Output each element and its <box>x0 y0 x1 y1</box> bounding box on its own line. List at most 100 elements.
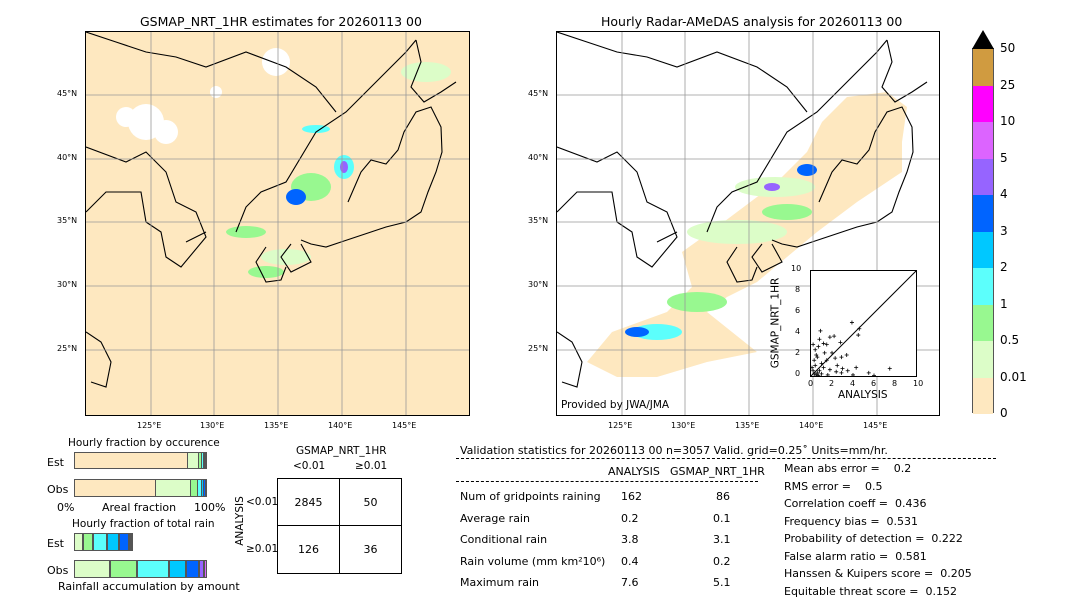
lon-label: 145°E <box>863 421 888 430</box>
stats-gsmap-value: 86 <box>716 490 730 503</box>
bar-segment <box>191 480 199 496</box>
stats-row-label: Num of gridpoints raining <box>460 490 601 503</box>
colorbar-segment <box>973 195 993 232</box>
scatter-point <box>827 335 832 340</box>
scatter-ytick: 4 <box>795 327 801 336</box>
contingency-row-0: <0.01 <box>246 496 279 508</box>
bar-segment <box>185 560 199 578</box>
rain-area <box>261 249 311 265</box>
stats-score: Equitable threat score = 0.152 <box>784 584 957 598</box>
lat-label: 40°N <box>57 153 78 162</box>
stats-analysis-value: 7.6 <box>621 576 639 589</box>
scatter-xtick: 2 <box>829 379 835 388</box>
stats-row-label: Conditional rain <box>460 533 548 546</box>
occurrence-est-bar <box>74 452 207 469</box>
bar-segment <box>198 560 204 578</box>
scatter-point <box>813 347 818 352</box>
lon-label: 125°E <box>608 421 633 430</box>
lat-label: 35°N <box>528 216 549 225</box>
scatter-point <box>811 365 815 370</box>
scatter-point <box>814 372 819 376</box>
scatter-point <box>834 369 839 374</box>
contingency-row-1: ≥0.01 <box>246 543 279 555</box>
scatter-point <box>812 358 817 363</box>
stats-gsmap-value: 5.1 <box>713 576 731 589</box>
scatter-point <box>816 373 821 376</box>
stats-analysis-value: 162 <box>621 490 642 503</box>
rain-area <box>632 324 682 340</box>
bar-segment <box>93 533 107 551</box>
scatter-xtick: 10 <box>913 379 924 388</box>
rain-area <box>667 292 727 312</box>
colorbar-extend-arrow <box>972 30 994 49</box>
scatter-point <box>819 371 824 376</box>
colorbar-label: 4 <box>1000 187 1008 201</box>
occ-xlabel: Areal fraction <box>102 501 177 514</box>
occ-est-label: Est <box>47 456 64 469</box>
scatter-point <box>814 353 819 357</box>
bar-segment <box>109 560 137 578</box>
scatter-point <box>872 373 876 376</box>
scatter-xtick: 0 <box>808 379 814 388</box>
scatter-xtick: 8 <box>892 379 898 388</box>
no-data-patch <box>262 48 290 76</box>
scatter-point <box>825 372 830 376</box>
colorbar-label: 0 <box>1000 406 1008 420</box>
lon-label: 135°E <box>264 421 289 430</box>
lat-label: 25°N <box>528 344 549 353</box>
scatter-xtick: 4 <box>850 379 856 388</box>
scatter-ytick: 6 <box>795 306 801 315</box>
bar-segment <box>74 533 84 551</box>
scatter-point <box>838 340 843 345</box>
rain-xlabel: Rainfall accumulation by amount <box>58 580 240 593</box>
bar-segment <box>202 480 205 496</box>
scatter-ytick: 0 <box>795 369 801 378</box>
bar-segment <box>203 560 207 578</box>
scatter-xlabel: ANALYSIS <box>838 389 888 401</box>
rain-area <box>401 62 451 82</box>
no-data-patch <box>210 86 222 98</box>
data-credit: Provided by JWA/JMA <box>561 399 670 411</box>
bar-segment <box>202 453 204 468</box>
scatter-point <box>844 353 849 357</box>
rain-area <box>248 266 284 278</box>
occurrence-title: Hourly fraction by occurence <box>68 437 220 449</box>
rain-est-label: Est <box>47 537 64 550</box>
stats-score: Mean abs error = 0.2 <box>784 462 912 475</box>
colorbar-segment <box>973 377 993 414</box>
scatter-point <box>821 341 826 346</box>
rain-obs-bar <box>74 560 207 578</box>
scatter-point <box>815 355 820 360</box>
rain-area <box>226 226 266 238</box>
rain-est-bar <box>74 533 207 551</box>
stats-score: Correlation coeff = 0.436 <box>784 497 927 510</box>
scatter-point <box>866 370 871 375</box>
rain-area <box>762 204 812 220</box>
scatter-point <box>887 366 892 371</box>
right-map-title: Hourly Radar-AMeDAS analysis for 2026011… <box>601 14 903 29</box>
colorbar-label: 3 <box>1000 223 1008 238</box>
scatter-point <box>839 355 844 360</box>
lat-label: 35°N <box>57 216 78 225</box>
rain-area <box>286 189 306 205</box>
bar-segment <box>75 480 156 496</box>
rain-area <box>797 164 817 176</box>
colorbar-segment <box>973 268 993 305</box>
contingency-col-1: ≥0.01 <box>355 460 388 472</box>
scatter-point <box>811 342 816 347</box>
colorbar-segment <box>973 85 993 122</box>
stats-analysis-value: 3.8 <box>621 533 639 546</box>
lon-label: 145°E <box>392 421 417 430</box>
scatter-ylabel: GSMAP_NRT_1HR <box>769 277 782 369</box>
colorbar-segment <box>973 304 993 341</box>
scatter-point <box>835 363 840 368</box>
scatter-point <box>833 356 838 361</box>
stats-gsmap-value: 0.2 <box>713 554 731 568</box>
scatter-point <box>856 333 861 338</box>
lon-label: 130°E <box>671 421 696 430</box>
scatter-point <box>817 337 822 342</box>
stats-gsmap-value: 0.1 <box>713 511 731 525</box>
stats-row-label: Average rain <box>460 511 530 525</box>
contingency-cell: 126 <box>277 525 340 574</box>
colorbar-label: 25 <box>1000 77 1016 92</box>
